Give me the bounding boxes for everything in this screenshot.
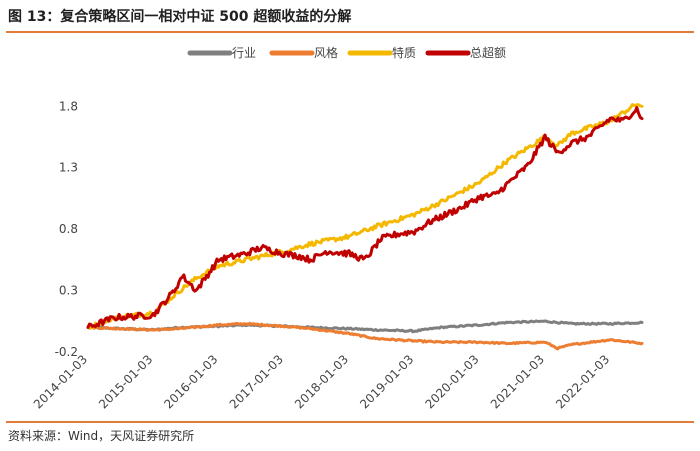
series-lines <box>86 103 644 351</box>
y-tick-label: 1.3 <box>59 161 78 175</box>
x-tick-label: 2017-01-03 <box>227 352 286 411</box>
x-tick-label: 2021-01-03 <box>488 352 547 411</box>
source-note: 资料来源：Wind，天风证券研究所 <box>8 429 195 443</box>
figure-title: 图 13：复合策略区间一相对中证 500 超额收益的分解 <box>8 9 352 25</box>
x-tick-label: 2015-01-03 <box>96 352 155 411</box>
y-tick-label: 0.8 <box>59 222 78 236</box>
series-line-2 <box>86 321 644 351</box>
y-tick-label: -0.2 <box>55 345 78 359</box>
legend-label: 风格 <box>314 45 338 60</box>
legend-label: 总超额 <box>470 45 506 60</box>
x-tick-label: 2014-01-03 <box>31 352 90 411</box>
x-tick-label: 2016-01-03 <box>161 352 220 411</box>
legend-label: 特质 <box>392 45 416 60</box>
y-tick-label: 0.3 <box>59 284 78 298</box>
title-divider <box>6 31 694 33</box>
legend: 行业 风格 特质 总超额 <box>187 45 506 60</box>
y-tick-label: 1.8 <box>59 99 78 113</box>
legend-label: 行业 <box>232 46 256 60</box>
series-line-3 <box>86 103 644 330</box>
line-chart: 行业 风格 特质 总超额 -0.2 0.3 0.8 1.3 1.8 2014-01-03 2015… <box>31 45 644 411</box>
x-tick-label: 2022-01-03 <box>553 352 612 411</box>
source-divider <box>6 421 694 423</box>
series-line-4 <box>86 106 644 329</box>
x-tick-label: 2018-01-03 <box>292 352 351 411</box>
x-tick-label: 2019-01-03 <box>357 352 416 411</box>
x-tick-label: 2020-01-03 <box>422 352 481 411</box>
